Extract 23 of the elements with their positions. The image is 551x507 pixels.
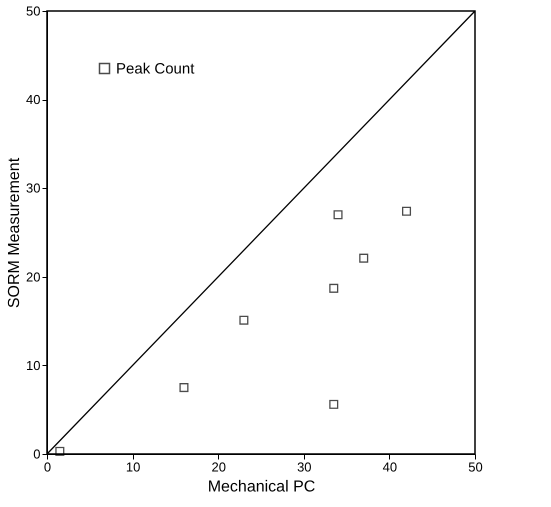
y-tick-label: 20: [26, 269, 40, 284]
x-tick-label: 0: [44, 460, 52, 474]
x-tick-label: 30: [297, 460, 312, 474]
x-tick-label: 10: [126, 460, 140, 474]
point: [329, 400, 338, 409]
y-tick-label: 0: [33, 446, 40, 462]
point: [329, 284, 338, 293]
x-tick-label: 40: [382, 460, 398, 474]
y-tick-label: 50: [26, 4, 40, 18]
point: [179, 383, 188, 392]
point: [334, 210, 343, 220]
point: [55, 446, 64, 456]
point: [359, 254, 368, 263]
point: [402, 206, 412, 216]
x-axis-title: Mechanical PC: [208, 478, 316, 496]
legend-label: Peak Count: [116, 60, 196, 78]
point: [239, 316, 248, 325]
y-tick-label: 10: [26, 358, 40, 373]
y-axis-title: SORM Measurement: [6, 157, 24, 308]
y-tick-label: 30: [26, 180, 40, 196]
y-tick-label: 40: [26, 92, 40, 108]
x-tick-label: 20: [211, 460, 226, 474]
x-tick-label: 50: [468, 460, 483, 474]
